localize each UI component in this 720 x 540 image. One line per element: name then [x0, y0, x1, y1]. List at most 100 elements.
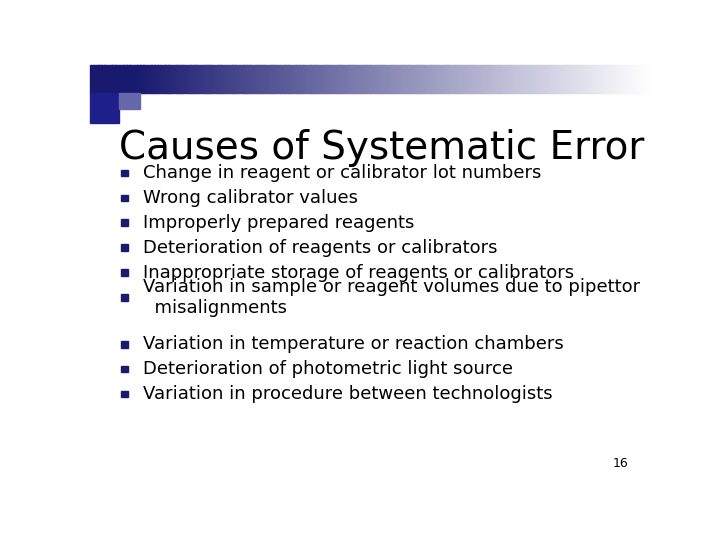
- Bar: [280, 65, 283, 93]
- Bar: [230, 65, 233, 93]
- Bar: [505, 65, 509, 93]
- Bar: [572, 65, 576, 93]
- Bar: [224, 65, 228, 93]
- Bar: [96, 65, 99, 93]
- Bar: [593, 65, 595, 93]
- Bar: [444, 65, 448, 93]
- Text: Variation in sample or reagent volumes due to pipettor
  misalignments: Variation in sample or reagent volumes d…: [143, 278, 640, 318]
- Bar: [450, 65, 454, 93]
- Bar: [121, 219, 128, 226]
- Bar: [523, 65, 526, 93]
- Bar: [374, 65, 378, 93]
- Bar: [196, 65, 199, 93]
- Bar: [324, 65, 328, 93]
- Bar: [587, 65, 590, 93]
- Bar: [425, 65, 428, 93]
- Bar: [300, 65, 302, 93]
- Bar: [383, 65, 387, 93]
- Bar: [204, 65, 208, 93]
- Bar: [302, 65, 305, 93]
- Bar: [626, 65, 629, 93]
- Bar: [534, 65, 537, 93]
- Bar: [163, 65, 166, 93]
- Bar: [193, 65, 197, 93]
- Bar: [246, 65, 250, 93]
- Bar: [154, 65, 158, 93]
- Bar: [263, 65, 266, 93]
- Bar: [559, 65, 562, 93]
- Bar: [336, 65, 339, 93]
- Bar: [475, 65, 478, 93]
- Bar: [400, 65, 403, 93]
- Bar: [121, 269, 128, 276]
- Bar: [567, 65, 570, 93]
- Bar: [271, 65, 275, 93]
- Bar: [372, 65, 375, 93]
- Bar: [235, 65, 238, 93]
- Bar: [436, 65, 439, 93]
- Bar: [575, 65, 579, 93]
- Bar: [182, 65, 186, 93]
- Bar: [227, 65, 230, 93]
- Bar: [291, 65, 294, 93]
- Bar: [642, 65, 646, 93]
- Bar: [330, 65, 333, 93]
- Bar: [119, 93, 140, 109]
- Bar: [517, 65, 521, 93]
- Bar: [174, 65, 177, 93]
- Bar: [615, 65, 618, 93]
- Bar: [600, 65, 604, 93]
- Bar: [459, 65, 462, 93]
- Bar: [288, 65, 292, 93]
- Bar: [148, 65, 152, 93]
- Bar: [620, 65, 624, 93]
- Bar: [297, 65, 300, 93]
- Bar: [322, 65, 325, 93]
- Bar: [495, 65, 498, 93]
- Bar: [215, 65, 219, 93]
- Bar: [124, 65, 127, 93]
- Bar: [547, 65, 551, 93]
- Bar: [90, 93, 119, 123]
- Bar: [352, 65, 356, 93]
- Bar: [157, 65, 161, 93]
- Bar: [349, 65, 353, 93]
- Bar: [478, 65, 481, 93]
- Bar: [578, 65, 582, 93]
- Bar: [631, 65, 634, 93]
- Bar: [112, 65, 116, 93]
- Bar: [93, 65, 96, 93]
- Bar: [240, 65, 244, 93]
- Bar: [179, 65, 183, 93]
- Bar: [115, 65, 119, 93]
- Bar: [213, 65, 216, 93]
- Bar: [428, 65, 431, 93]
- Bar: [467, 65, 470, 93]
- Bar: [207, 65, 210, 93]
- Bar: [629, 65, 632, 93]
- Bar: [90, 65, 94, 93]
- Bar: [542, 65, 545, 93]
- Bar: [168, 65, 171, 93]
- Bar: [634, 65, 637, 93]
- Bar: [269, 65, 272, 93]
- Bar: [526, 65, 528, 93]
- Bar: [171, 65, 174, 93]
- Bar: [539, 65, 543, 93]
- Text: Inappropriate storage of reagents or calibrators: Inappropriate storage of reagents or cal…: [143, 264, 574, 282]
- Bar: [107, 65, 110, 93]
- Bar: [520, 65, 523, 93]
- Bar: [511, 65, 515, 93]
- Bar: [472, 65, 476, 93]
- Bar: [419, 65, 423, 93]
- Bar: [310, 65, 314, 93]
- Bar: [483, 65, 487, 93]
- Bar: [595, 65, 598, 93]
- Bar: [121, 341, 128, 348]
- Bar: [498, 65, 500, 93]
- Bar: [416, 65, 420, 93]
- Bar: [266, 65, 269, 93]
- Bar: [603, 65, 607, 93]
- Bar: [431, 65, 433, 93]
- Bar: [238, 65, 241, 93]
